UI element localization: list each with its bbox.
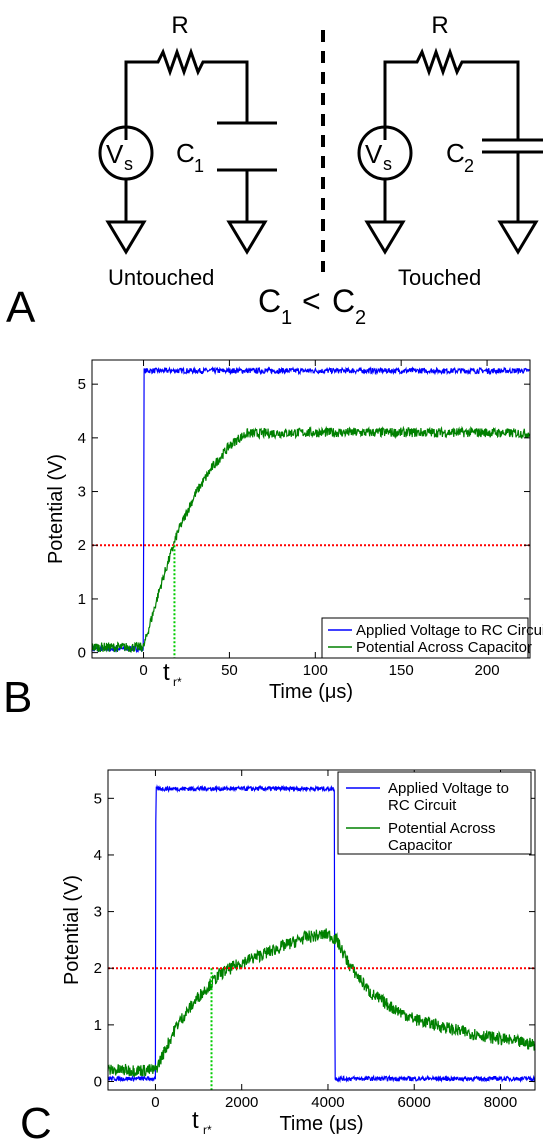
vs-sub: s	[383, 154, 392, 174]
resistor-label: R	[431, 12, 448, 39]
tr-label: t	[163, 659, 170, 686]
series-line-capacitor-potential	[107, 928, 536, 1078]
x-axis-label: Time (μs)	[279, 1113, 363, 1135]
x-tick-label: 100	[303, 662, 328, 679]
x-axis-label: Time (μs)	[269, 681, 353, 703]
vs-main: V	[106, 139, 124, 169]
x-tick-label: 0	[151, 1094, 159, 1111]
y-tick-label: 1	[94, 1017, 102, 1034]
panel-c-extras: C t r*	[20, 1099, 212, 1145]
plot-frame	[91, 359, 531, 659]
c2-label: C	[446, 138, 465, 168]
right-circuit-wire	[383, 47, 520, 140]
x-tick-label: 4000	[311, 1094, 344, 1111]
untouched-label: Untouched	[108, 265, 214, 290]
legend-label: Applied Voltage to	[388, 780, 509, 797]
tr-label: t	[192, 1107, 199, 1134]
left-circuit-wire	[124, 47, 249, 140]
legend-label: Potential Across Capacitor	[356, 639, 532, 656]
ground-icon	[105, 220, 147, 255]
y-tick-label: 3	[78, 484, 86, 501]
relation-c2: C	[332, 283, 355, 319]
panel-letter-b: B	[3, 673, 32, 722]
panel-letter-c: C	[20, 1099, 52, 1145]
y-tick-label: 2	[94, 960, 102, 977]
legend-label: Potential Across	[388, 820, 496, 837]
legend-box	[321, 617, 529, 659]
x-tick-label: 2000	[225, 1094, 258, 1111]
series-line-applied-voltage	[91, 366, 531, 654]
y-tick-label: 1	[78, 591, 86, 608]
legend-label: RC Circuit	[388, 797, 457, 814]
panel-b-chart: 0 50 100 150 200 0 1 2 3 4 5 Time (μs) Potential (V)…	[45, 359, 543, 703]
panel-letter-a: A	[6, 283, 36, 330]
y-axis-label: Potential (V)	[45, 454, 67, 564]
relation-lt: <	[302, 283, 321, 319]
ground-icon	[364, 220, 406, 255]
panel-a-circuits: R R V s V s C 1 C 2 Untouched Touched C …	[6, 12, 543, 330]
resistor-label: R	[171, 12, 188, 39]
y-tick-label: 2	[78, 537, 86, 554]
y-tick-label: 0	[78, 645, 86, 662]
y-tick-label: 0	[94, 1074, 102, 1091]
y-tick-label: 3	[94, 904, 102, 921]
relation-c1-sub: 1	[281, 307, 292, 329]
y-tick-label: 5	[94, 790, 102, 807]
panel-b-extras: B t r*	[3, 659, 182, 722]
tr-sub: r*	[173, 675, 182, 689]
y-axis-label: Potential (V)	[61, 875, 83, 985]
y-tick-label: 5	[78, 376, 86, 393]
c2-sub: 2	[464, 156, 474, 176]
x-tick-label: 0	[139, 662, 147, 679]
series-line-applied-voltage	[107, 784, 536, 1084]
y-tick-label: 4	[78, 430, 86, 447]
legend-label: Capacitor	[388, 837, 452, 854]
c1-label: C	[176, 138, 195, 168]
vs-sub: s	[124, 154, 133, 174]
x-tick-label: 8000	[484, 1094, 517, 1111]
ground-icon	[497, 220, 539, 255]
x-tick-label: 200	[475, 662, 500, 679]
touched-label: Touched	[398, 265, 481, 290]
relation-c2-sub: 2	[355, 307, 366, 329]
legend-label: Applied Voltage to RC Circuit	[356, 622, 543, 639]
x-tick-label: 150	[389, 662, 414, 679]
tr-sub: r*	[203, 1123, 212, 1137]
ground-icon	[226, 220, 268, 255]
legend-box	[337, 771, 532, 855]
plot-frame	[107, 769, 536, 1091]
panel-c-chart: 0 2000 4000 6000 8000 0 1 2 3 4 5 Time (μs) Potentia…	[61, 769, 536, 1135]
series-line-capacitor-potential	[91, 425, 531, 653]
x-tick-label: 50	[221, 662, 238, 679]
relation-c1: C	[258, 283, 281, 319]
y-tick-label: 4	[94, 847, 102, 864]
vs-main: V	[365, 139, 383, 169]
x-tick-label: 6000	[398, 1094, 431, 1111]
c1-sub: 1	[194, 156, 204, 176]
